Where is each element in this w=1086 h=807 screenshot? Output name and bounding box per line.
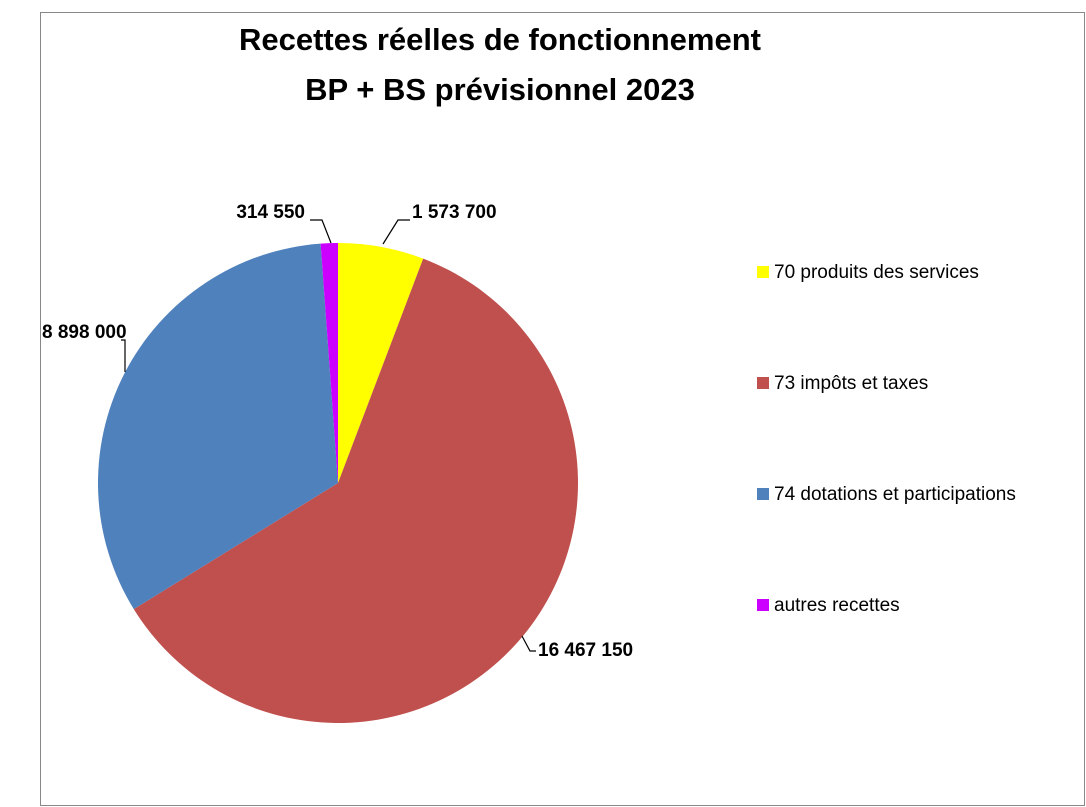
- pie-slice: [97, 243, 338, 610]
- leader-line: [310, 219, 332, 244]
- chart-title: Recettes réelles de fonctionnement: [239, 22, 761, 57]
- legend-item: 73 impôts et taxes: [757, 370, 1019, 397]
- legend-swatch: [757, 599, 769, 611]
- legend-swatch: [757, 488, 769, 500]
- data-label: 16 467 150: [538, 640, 633, 661]
- data-label: 8 898 000: [42, 322, 127, 343]
- data-label: 1 573 700: [412, 202, 497, 223]
- data-label: 314 550: [236, 202, 305, 223]
- leader-line: [382, 219, 410, 245]
- legend-label: 73 impôts et taxes: [774, 373, 929, 394]
- legend-swatch: [757, 266, 769, 278]
- leader-line: [121, 339, 126, 372]
- chart-subtitle: BP + BS prévisionnel 2023: [305, 72, 695, 107]
- pie-slice: [320, 243, 338, 483]
- legend-item: 70 produits des services: [757, 259, 1019, 286]
- pie-slice: [133, 258, 578, 723]
- legend-label: 74 dotations et participations: [774, 484, 1016, 505]
- legend-item: autres recettes: [757, 592, 1019, 619]
- legend-swatch: [757, 377, 769, 389]
- legend-label: 70 produits des services: [774, 262, 979, 283]
- legend-label: autres recettes: [774, 595, 900, 616]
- pie-slice: [338, 243, 424, 483]
- leader-line: [521, 635, 536, 652]
- legend-item: 74 dotations et participations: [757, 481, 1019, 508]
